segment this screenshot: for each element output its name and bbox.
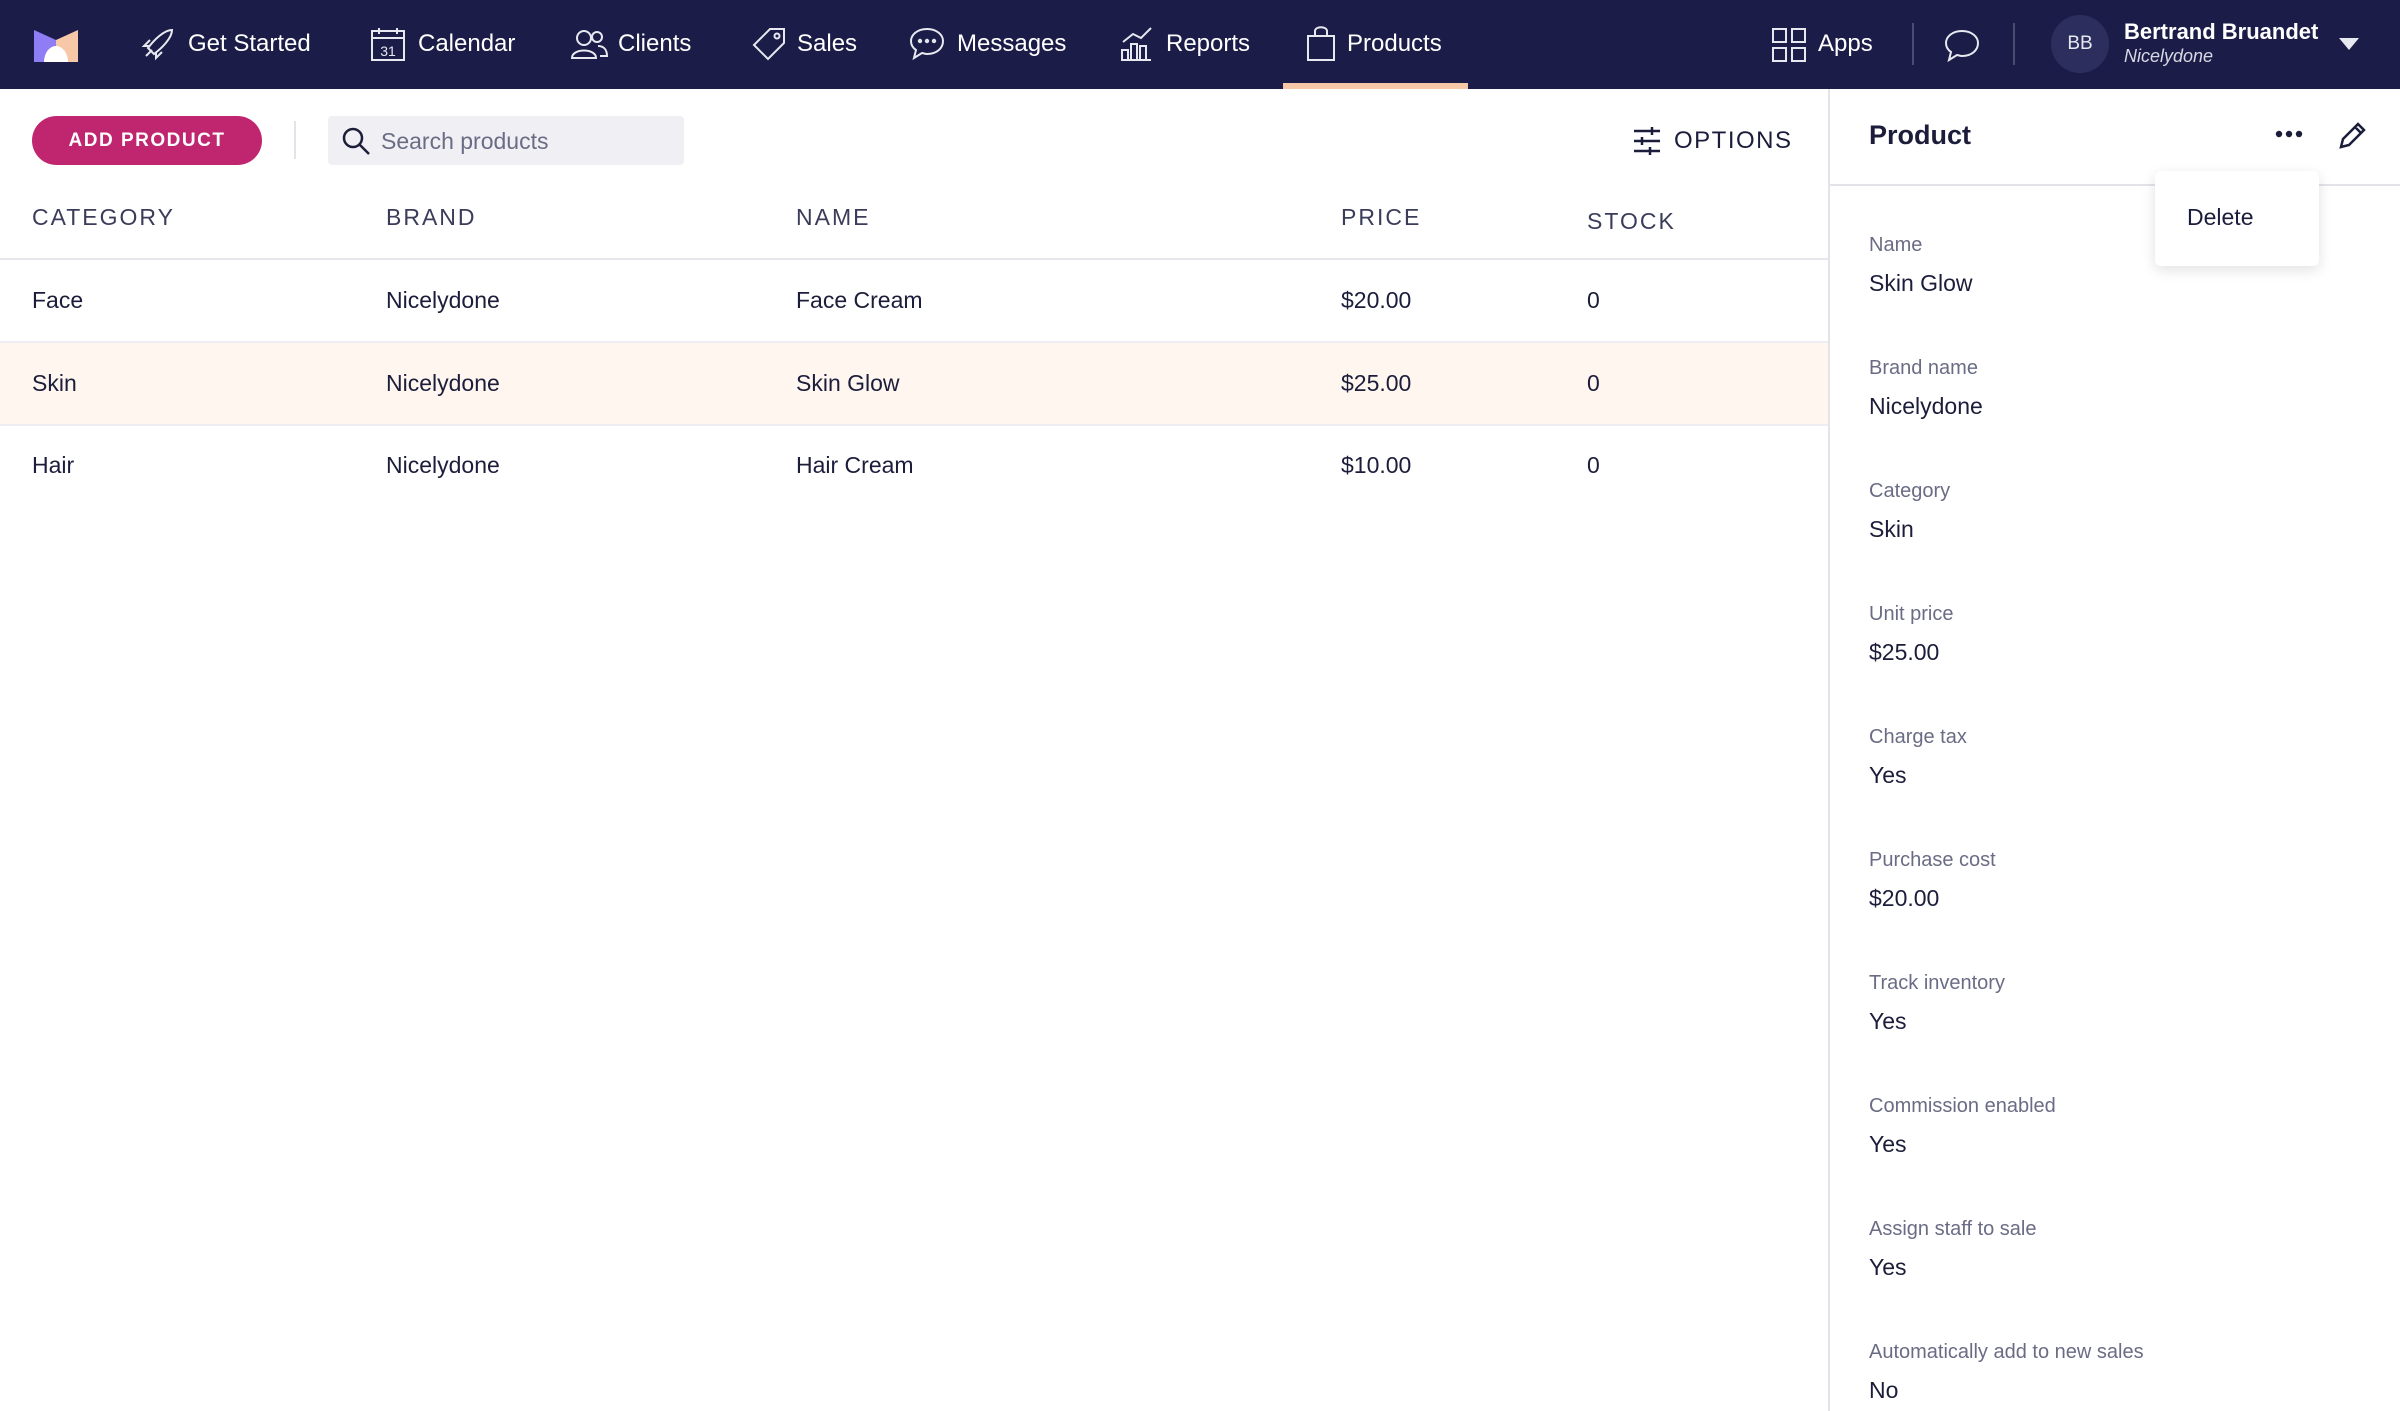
- field-label: Unit price: [1869, 603, 1954, 625]
- field-label: Brand name: [1869, 357, 1978, 379]
- field-value: Yes: [1869, 1007, 1907, 1034]
- table-cell[interactable]: 0: [1587, 451, 1600, 478]
- table-cell[interactable]: $10.00: [1341, 451, 1412, 478]
- table-cell[interactable]: Face Cream: [796, 286, 923, 313]
- field-label: Automatically add to new sales: [1869, 1341, 2144, 1363]
- nav-item[interactable]: Products: [1347, 30, 1442, 58]
- toolbar-divider: [294, 121, 296, 159]
- field-label: Category: [1869, 480, 1951, 502]
- clients-icon: [570, 30, 608, 59]
- field-value: Nicelydone: [1869, 392, 1983, 419]
- field-value: Skin Glow: [1869, 269, 1973, 296]
- add-product-button[interactable]: ADD PRODUCT: [32, 116, 262, 165]
- more-button[interactable]: [2275, 130, 2303, 138]
- options-button[interactable]: OPTIONS: [1674, 127, 1793, 155]
- field-label: Assign staff to sale: [1869, 1218, 2037, 1240]
- avatar-initials[interactable]: BB: [2067, 32, 2093, 54]
- field-value: $20.00: [1869, 884, 1940, 911]
- sales-icon: [752, 28, 785, 61]
- column-header[interactable]: PRICE: [1341, 203, 1422, 230]
- table-cell[interactable]: Skin Glow: [796, 369, 900, 396]
- column-header[interactable]: NAME: [796, 203, 871, 230]
- nav-item[interactable]: Calendar: [418, 30, 516, 58]
- reports-icon: [1121, 27, 1152, 61]
- search-box[interactable]: [328, 116, 684, 165]
- products-icon: [1307, 26, 1335, 61]
- table-cell[interactable]: $25.00: [1341, 369, 1412, 396]
- field-label: Track inventory: [1869, 972, 2005, 994]
- row-border: [0, 341, 1828, 343]
- field-label: Charge tax: [1869, 726, 1967, 748]
- panel-divider: [1828, 89, 1830, 1411]
- field-label: Name: [1869, 234, 1923, 256]
- logo[interactable]: [34, 26, 78, 62]
- svg-text:31: 31: [380, 43, 396, 59]
- table-cell[interactable]: Nicelydone: [386, 451, 500, 478]
- nav-item[interactable]: Messages: [957, 30, 1067, 58]
- table-cell[interactable]: 0: [1587, 369, 1600, 396]
- edit-button[interactable]: [2338, 122, 2366, 150]
- options-icon[interactable]: [1634, 127, 1660, 155]
- dropdown-menu: [2155, 171, 2319, 266]
- table-cell[interactable]: Skin: [32, 369, 77, 396]
- field-value: Skin: [1869, 515, 1914, 542]
- company-name: Nicelydone: [2124, 46, 2214, 67]
- apps-icon: [1772, 28, 1806, 62]
- nav-item[interactable]: Reports: [1166, 30, 1251, 58]
- nav-item[interactable]: Clients: [618, 30, 692, 58]
- user-name[interactable]: Bertrand Bruandet: [2124, 18, 2319, 44]
- menu-item[interactable]: Delete: [2187, 203, 2254, 230]
- search-placeholder[interactable]: Search products: [381, 127, 549, 154]
- column-header[interactable]: CATEGORY: [32, 203, 175, 230]
- divider: [2013, 23, 2015, 65]
- user-menu-caret[interactable]: [2339, 38, 2359, 50]
- table-cell[interactable]: Face: [32, 286, 84, 313]
- top-nav: [0, 0, 2400, 89]
- messages-icon: [909, 27, 945, 60]
- nav-item[interactable]: Sales: [797, 30, 858, 58]
- column-header[interactable]: BRAND: [386, 203, 477, 230]
- table-cell[interactable]: Nicelydone: [386, 286, 500, 313]
- nav-item[interactable]: Get Started: [188, 30, 311, 58]
- panel-title: Product: [1869, 120, 1972, 151]
- field-label: Commission enabled: [1869, 1095, 2056, 1117]
- avatar-circle[interactable]: [2051, 15, 2109, 73]
- column-header[interactable]: STOCK: [1587, 207, 1676, 234]
- row-highlight: [0, 342, 1828, 424]
- field-value: Yes: [1869, 1130, 1907, 1157]
- active-tab-indicator: [1283, 83, 1468, 89]
- calendar-icon: 31: [371, 28, 405, 61]
- field-value: $25.00: [1869, 638, 1940, 665]
- nav-item[interactable]: Apps: [1818, 30, 1873, 58]
- field-value: No: [1869, 1376, 1899, 1403]
- divider: [1912, 23, 1914, 65]
- field-value: Yes: [1869, 761, 1907, 788]
- table-cell[interactable]: Nicelydone: [386, 369, 500, 396]
- table-cell[interactable]: 0: [1587, 286, 1600, 313]
- chat-icon[interactable]: [1944, 28, 1980, 62]
- row-border: [0, 424, 1828, 426]
- table-cell[interactable]: $20.00: [1341, 286, 1412, 313]
- field-label: Purchase cost: [1869, 849, 1996, 871]
- table-cell[interactable]: Hair Cream: [796, 451, 914, 478]
- table-cell[interactable]: Hair: [32, 451, 75, 478]
- rocket-icon: [141, 28, 174, 61]
- panel-header-border: [1830, 184, 2400, 186]
- field-value: Yes: [1869, 1253, 1907, 1280]
- search-icon: [342, 127, 370, 155]
- header-border: [0, 258, 1828, 260]
